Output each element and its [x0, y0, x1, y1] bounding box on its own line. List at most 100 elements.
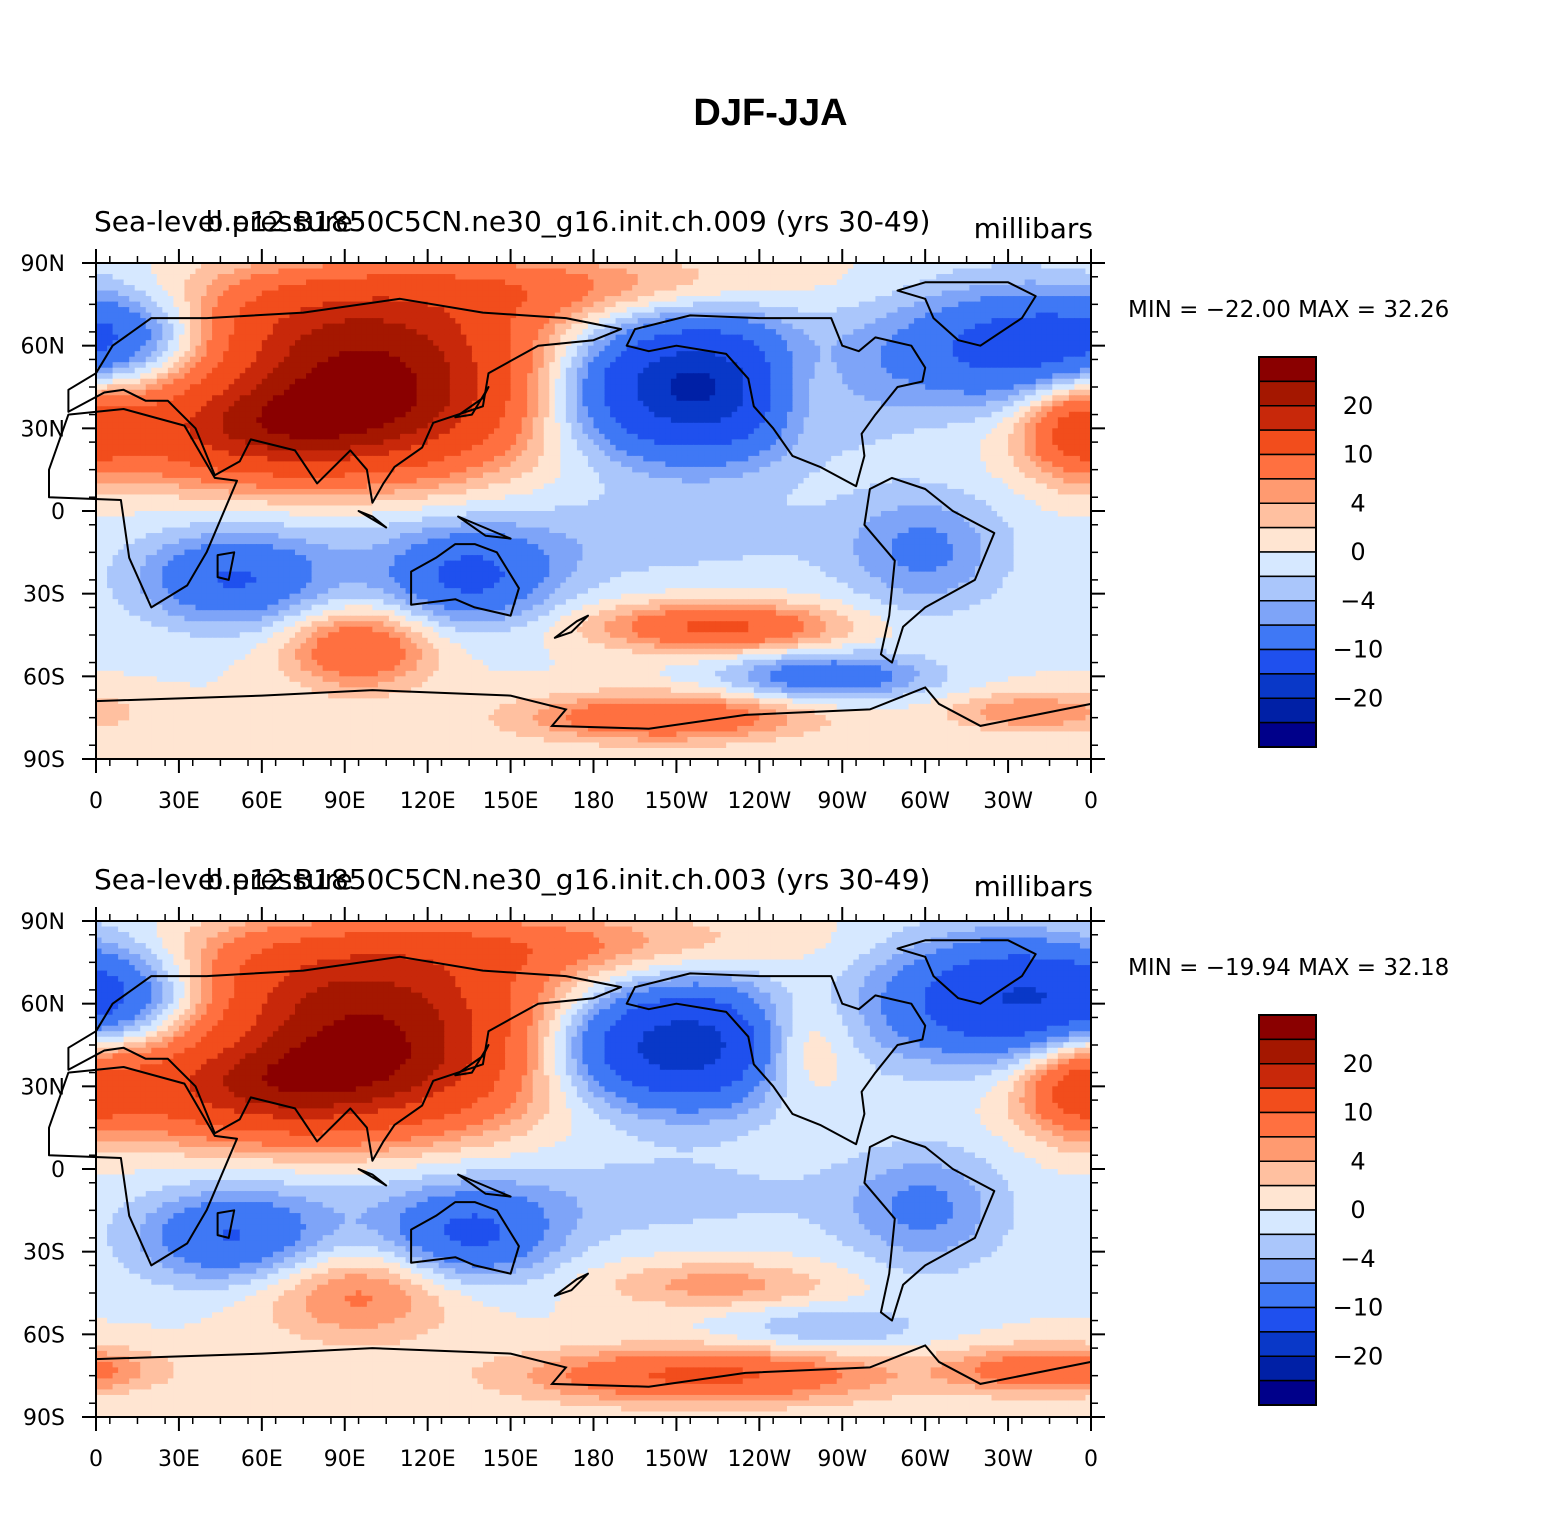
field-cell	[831, 269, 837, 275]
field-cell	[920, 313, 926, 319]
field-cell	[676, 280, 682, 286]
field-cell	[383, 274, 389, 280]
field-cell	[538, 269, 544, 275]
field-cell	[278, 302, 284, 308]
field-cell	[173, 285, 179, 291]
field-cell	[201, 296, 207, 302]
field-cell	[129, 302, 135, 308]
field-cell	[643, 280, 649, 286]
field-cell	[737, 296, 743, 302]
field-cell	[229, 280, 235, 286]
field-cell	[721, 269, 727, 275]
field-cell	[1074, 280, 1080, 286]
field-cell	[516, 291, 522, 297]
field-cell	[942, 296, 948, 302]
field-cell	[372, 313, 378, 319]
field-cell	[1019, 280, 1025, 286]
field-cell	[903, 296, 909, 302]
field-cell	[245, 269, 251, 275]
field-cell	[428, 307, 434, 313]
field-cell	[516, 274, 522, 280]
field-cell	[610, 318, 616, 324]
field-cell	[1003, 274, 1009, 280]
field-cell	[881, 269, 887, 275]
field-cell	[212, 285, 218, 291]
field-cell	[422, 274, 428, 280]
field-cell	[942, 307, 948, 313]
field-cell	[765, 274, 771, 280]
field-cell	[544, 285, 550, 291]
field-cell	[129, 269, 135, 275]
field-cell	[693, 269, 699, 275]
field-cell	[627, 318, 633, 324]
field-cell	[383, 313, 389, 319]
field-cell	[1080, 291, 1086, 297]
field-cell	[356, 280, 362, 286]
field-cell	[466, 291, 472, 297]
field-cell	[1058, 313, 1064, 319]
field-cell	[439, 318, 445, 324]
field-cell	[223, 307, 229, 313]
field-cell	[1008, 313, 1014, 319]
field-cell	[732, 285, 738, 291]
field-cell	[566, 285, 572, 291]
field-cell	[129, 313, 135, 319]
field-cell	[737, 291, 743, 297]
field-cell	[212, 269, 218, 275]
field-cell	[157, 296, 163, 302]
field-cell	[1025, 296, 1031, 302]
field-cell	[218, 318, 224, 324]
field-cell	[472, 274, 478, 280]
field-cell	[931, 285, 937, 291]
field-cell	[632, 280, 638, 286]
field-cell	[179, 307, 185, 313]
field-cell	[218, 285, 224, 291]
field-cell	[643, 291, 649, 297]
field-cell	[793, 296, 799, 302]
field-cell	[157, 274, 163, 280]
field-cell	[256, 302, 262, 308]
field-cell	[748, 307, 754, 313]
field-cell	[289, 318, 295, 324]
field-cell	[831, 307, 837, 313]
field-cell	[102, 280, 108, 286]
field-cell	[488, 291, 494, 297]
field-cell	[936, 307, 942, 313]
field-cell	[273, 269, 279, 275]
field-cell	[737, 285, 743, 291]
field-cell	[909, 307, 915, 313]
field-cell	[406, 274, 412, 280]
field-cell	[594, 269, 600, 275]
field-cell	[168, 302, 174, 308]
field-cell	[234, 280, 240, 286]
field-cell	[251, 302, 257, 308]
field-cell	[439, 307, 445, 313]
field-cell	[1047, 291, 1053, 297]
field-cell	[417, 285, 423, 291]
field-cell	[969, 296, 975, 302]
field-cell	[378, 318, 384, 324]
field-cell	[726, 285, 732, 291]
field-cell	[881, 280, 887, 286]
field-cell	[1041, 285, 1047, 291]
field-cell	[135, 318, 141, 324]
field-cell	[870, 307, 876, 313]
field-cell	[820, 302, 826, 308]
field-cell	[146, 296, 152, 302]
field-cell	[853, 313, 859, 319]
field-cell	[914, 274, 920, 280]
field-cell	[124, 274, 130, 280]
field-cell	[511, 291, 517, 297]
field-cell	[428, 318, 434, 324]
field-cell	[715, 291, 721, 297]
field-cell	[737, 280, 743, 286]
field-cell	[240, 307, 246, 313]
field-cell	[450, 274, 456, 280]
field-cell	[494, 269, 500, 275]
field-cell	[886, 307, 892, 313]
field-cell	[815, 280, 821, 286]
field-cell	[256, 274, 262, 280]
field-cell	[511, 318, 517, 324]
field-cell	[577, 296, 583, 302]
field-cell	[538, 318, 544, 324]
